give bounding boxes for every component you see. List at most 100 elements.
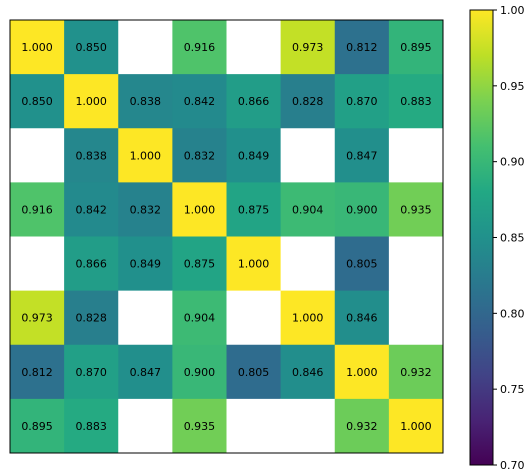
heatmap-cell [334, 344, 390, 400]
cell-value-label: 0.870 [346, 95, 378, 108]
heatmap-cell [10, 182, 65, 237]
heatmap-cell [226, 236, 282, 292]
heatmap-cell [10, 344, 65, 400]
cell-value-label: 0.828 [75, 312, 107, 325]
heatmap-cell [64, 398, 119, 454]
heatmap-cell [118, 290, 173, 346]
heatmap-cell [10, 290, 65, 346]
heatmap-cell [172, 236, 227, 292]
cell-value-label: 1.000 [184, 203, 216, 216]
heatmap-cell [172, 182, 227, 237]
heatmap-cell [64, 236, 119, 292]
colorbar-tick-label: 0.85 [500, 232, 525, 245]
cell-value-label: 0.832 [130, 203, 162, 216]
cell-value-label: 0.904 [292, 203, 324, 216]
cell-value-label: 0.895 [21, 420, 53, 433]
plot-frame [9, 19, 444, 454]
colorbar: 0.70 0.75 0.80 0.85 0.90 0.95 1.00 [469, 4, 525, 471]
heatmap-cell [334, 20, 390, 75]
cell-value-label: 0.883 [75, 420, 107, 433]
heatmap-cell [280, 128, 336, 183]
colorbar-tick-label: 0.75 [500, 383, 525, 396]
heatmap-cell [64, 74, 119, 129]
cell-value-label: 0.973 [21, 312, 53, 325]
cell-value-label: 0.866 [75, 258, 107, 271]
cell-value-label: 0.875 [238, 203, 270, 216]
heatmap-cell [172, 344, 227, 400]
heatmap-cell [280, 182, 336, 237]
heatmap-cell [172, 74, 227, 129]
heatmap-cell [64, 344, 119, 400]
heatmap-cell [334, 398, 390, 454]
cell-value-label: 0.916 [184, 41, 216, 54]
heatmap-cell [388, 182, 444, 237]
heatmap-cell [388, 290, 444, 346]
cell-value-label: 1.000 [238, 258, 270, 271]
cell-value-label: 0.849 [130, 258, 162, 271]
heatmap-cell [388, 398, 444, 454]
heatmap-cell [10, 398, 65, 454]
heatmap-cell [226, 182, 282, 237]
heatmap-cell [118, 398, 173, 454]
heatmap-cell [10, 74, 65, 129]
heatmap-cell [10, 20, 65, 75]
cell-value-label: 0.842 [184, 95, 216, 108]
cell-value-label: 0.916 [21, 203, 53, 216]
cell-value-label: 0.900 [184, 366, 216, 379]
heatmap-cell [334, 236, 390, 292]
colorbar-tick-label: 1.00 [500, 4, 525, 17]
heatmap-cell [388, 74, 444, 129]
cell-value-label: 0.805 [346, 258, 378, 271]
heatmap-cell [388, 236, 444, 292]
cell-value-label: 0.935 [400, 203, 432, 216]
heatmap-cell [280, 20, 336, 75]
cell-value-label: 0.850 [75, 41, 107, 54]
cell-value-label: 0.846 [346, 312, 378, 325]
cell-value-label: 0.900 [346, 203, 378, 216]
heatmap-cell [10, 128, 65, 183]
cell-value-label: 0.805 [238, 366, 270, 379]
cell-value-label: 1.000 [130, 149, 162, 162]
cell-value-label: 0.847 [346, 149, 378, 162]
heatmap-cell [280, 398, 336, 454]
cell-value-label: 0.832 [184, 149, 216, 162]
heatmap-cell [172, 398, 227, 454]
cell-value-label: 0.838 [130, 95, 162, 108]
cell-value-label: 0.850 [21, 95, 53, 108]
cell-value-label: 0.847 [130, 366, 162, 379]
heatmap-cell [118, 182, 173, 237]
heatmap-cell [118, 128, 173, 183]
heatmap-cell [118, 344, 173, 400]
cell-value-label: 0.838 [75, 149, 107, 162]
cell-value-label: 0.883 [400, 95, 432, 108]
colorbar-gradient [469, 9, 494, 466]
colorbar-tick-label: 0.70 [500, 459, 525, 471]
cell-value-label: 1.000 [346, 366, 378, 379]
heatmap-cell [172, 290, 227, 346]
cell-value-label: 0.828 [292, 95, 324, 108]
cell-value-label: 0.932 [400, 366, 432, 379]
heatmap-cell [64, 182, 119, 237]
cell-value-label: 0.846 [292, 366, 324, 379]
colorbar-ticks: 0.70 0.75 0.80 0.85 0.90 0.95 1.00 [493, 4, 525, 471]
cell-value-label: 0.849 [238, 149, 270, 162]
cell-value-label: 1.000 [400, 420, 432, 433]
heatmap-cell [334, 128, 390, 183]
cell-value-label: 0.875 [184, 258, 216, 271]
cell-value-label: 1.000 [292, 312, 324, 325]
cell-value-label: 0.932 [346, 420, 378, 433]
heatmap-cells: 1.000 0.850 0.916 0.973 0.812 0.895 0.850 1.000… [10, 20, 444, 454]
heatmap-cell [334, 74, 390, 129]
heatmap-cell [64, 290, 119, 346]
cell-value-label: 0.812 [21, 366, 53, 379]
heatmap-cell [226, 398, 282, 454]
heatmap-cell [334, 290, 390, 346]
heatmap-cell [64, 20, 119, 75]
heatmap-cell [118, 236, 173, 292]
heatmap-cell [118, 20, 173, 75]
heatmap-cell [172, 128, 227, 183]
colorbar-tick-label: 0.90 [500, 156, 525, 169]
cell-value-label: 0.812 [346, 41, 378, 54]
heatmap-cell [10, 236, 65, 292]
